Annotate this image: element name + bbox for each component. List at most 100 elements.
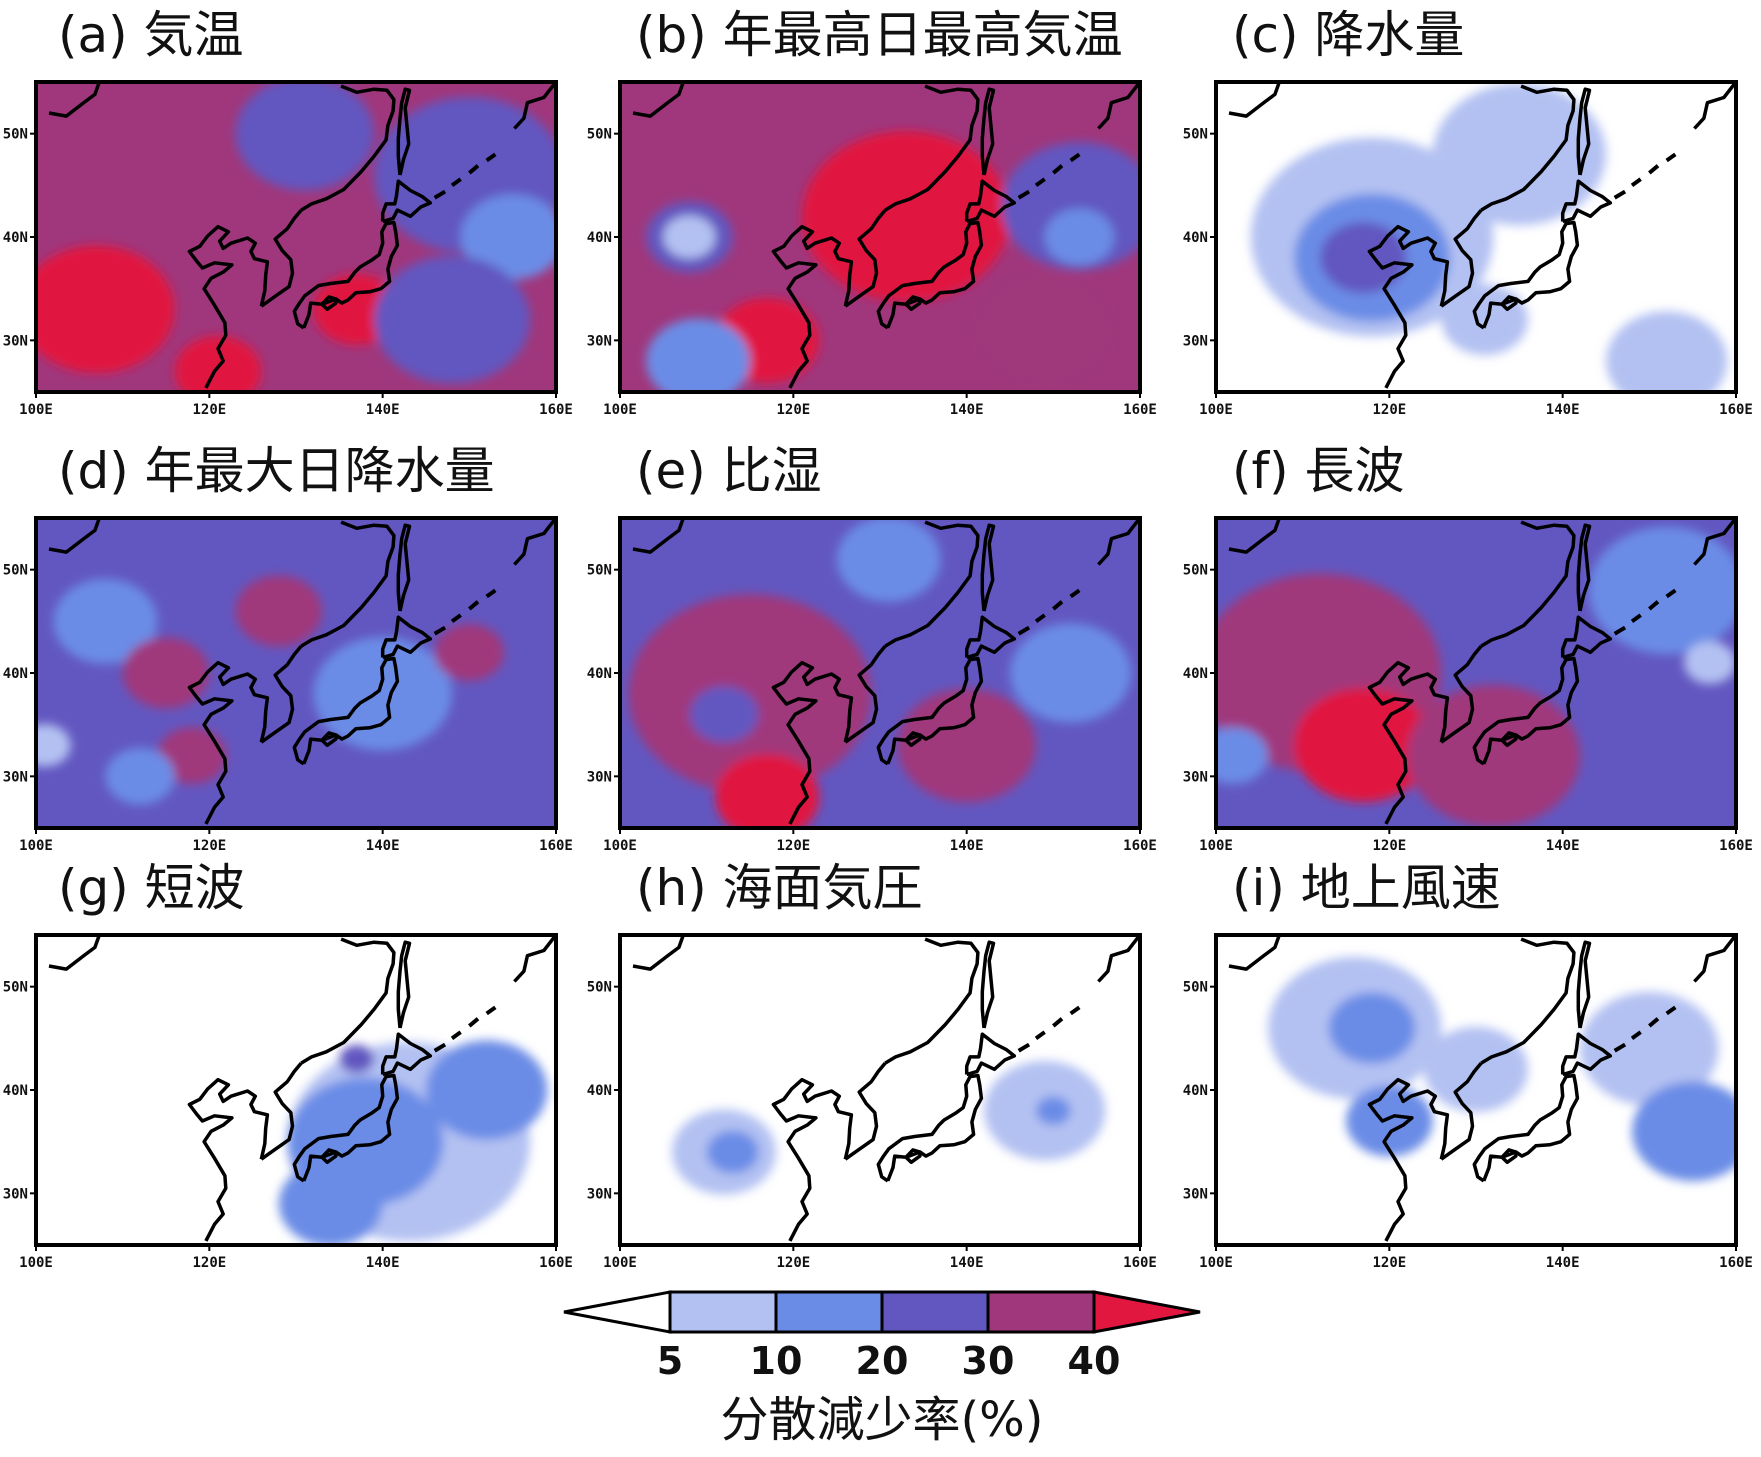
x-axis: 100E 120E 140E 160E [19, 828, 573, 854]
coast-line [1367, 224, 1450, 389]
contour-patch [715, 754, 820, 828]
x-tick-label: 160E [1123, 838, 1157, 854]
coast-line [260, 644, 303, 744]
coast-line [876, 220, 984, 330]
y-tick-label: 30N [3, 769, 28, 785]
coast-line [260, 1061, 303, 1161]
coast-line [1500, 731, 1518, 748]
panel-e: (e) 比湿 100E 120E 140E 160E 50N 40N 30N [587, 442, 1157, 854]
colorbar-tick-label: 10 [750, 1339, 803, 1383]
x-axis: 100E 120E 140E 160E [603, 392, 1157, 418]
y-axis: 50N 40N 30N [3, 127, 36, 349]
y-axis: 50N 40N 30N [587, 127, 620, 349]
coast-line [396, 523, 412, 612]
y-tick-label: 40N [587, 666, 612, 682]
contour-patch [646, 318, 750, 392]
y-tick-label: 50N [587, 127, 612, 143]
kuril-island [1630, 1030, 1642, 1040]
coastline [1228, 82, 1736, 389]
kuril-island [1052, 1017, 1064, 1028]
kuril-island [1648, 600, 1660, 611]
coast-line [632, 518, 685, 554]
coast-line [513, 519, 556, 566]
coast-line [771, 660, 854, 825]
x-tick-label: 120E [776, 1255, 810, 1271]
x-tick-label: 100E [1199, 402, 1233, 418]
kuril-island [1017, 189, 1031, 200]
kuril-island [1630, 613, 1642, 623]
panel-i: (i) 地上風速 100E 120E 140E 160E 50N 40N 30N [1183, 859, 1753, 1271]
coast-line [1097, 83, 1140, 130]
coast-line [320, 1148, 338, 1165]
x-tick-label: 160E [1123, 402, 1157, 418]
contour-patch [1588, 526, 1736, 655]
coast-line [300, 84, 396, 212]
kuril-island [1034, 1030, 1046, 1040]
coastline [1228, 935, 1736, 1242]
kuril-island [450, 613, 462, 623]
x-tick-label: 160E [539, 1255, 573, 1271]
contour-patch [278, 1161, 383, 1245]
y-tick-label: 50N [3, 980, 28, 996]
kuril-island [1613, 625, 1627, 636]
coast-line [632, 935, 685, 971]
coast-line [1693, 519, 1736, 566]
y-axis: 50N 40N 30N [1183, 980, 1216, 1202]
panel-b: (b) 年最高日最高気温 100E 120E 140E 160E 50N 40N 30N [587, 6, 1157, 418]
coast-line [260, 208, 303, 308]
coast-line [1228, 518, 1281, 554]
contour-patch [36, 245, 175, 374]
panel-title: (i) 地上風速 [1232, 859, 1501, 917]
contour-patch [1632, 1081, 1736, 1182]
x-tick-label: 160E [1719, 838, 1753, 854]
y-tick-label: 50N [1183, 563, 1208, 579]
x-tick-label: 140E [950, 838, 984, 854]
y-tick-label: 30N [587, 1186, 612, 1202]
kuril-island [1017, 1042, 1031, 1053]
contour-patch [689, 685, 759, 743]
coast-line [292, 1073, 400, 1183]
x-axis: 100E 120E 140E 160E [19, 392, 573, 418]
panel-c: (c) 降水量 100E 120E 140E 160E 50N 40N 30N [1183, 6, 1753, 418]
kuril-island [450, 1030, 462, 1040]
colorbar-extend-high [1092, 1290, 1201, 1334]
kuril-island [1052, 164, 1064, 175]
coast-line [1440, 644, 1483, 744]
panel-title: (a) 気温 [58, 6, 244, 64]
contour-patch [460, 194, 556, 280]
colorbar-fills [563, 1290, 1201, 1334]
x-axis: 100E 120E 140E 160E [1199, 392, 1753, 418]
x-tick-label: 160E [539, 838, 573, 854]
contour-field [1216, 518, 1736, 828]
kuril-island [433, 625, 447, 636]
y-axis: 50N 40N 30N [3, 980, 36, 1202]
kuril-island [1665, 1005, 1677, 1016]
coast-line [904, 295, 922, 312]
coast-line [1480, 937, 1576, 1065]
coast-line [844, 1061, 887, 1161]
x-axis: 100E 120E 140E 160E [1199, 1245, 1753, 1271]
coast-line [1576, 87, 1592, 176]
x-tick-label: 120E [776, 838, 810, 854]
coast-line [48, 935, 101, 971]
x-tick-label: 100E [603, 402, 637, 418]
panel-a: (a) 気温 100E 120E 140E 160E 50N 40N 30N [3, 6, 573, 418]
y-axis: 50N 40N 30N [1183, 127, 1216, 349]
contour-patch [53, 578, 158, 664]
y-tick-label: 40N [3, 1083, 28, 1099]
y-tick-label: 40N [1183, 666, 1208, 682]
coast-line [1472, 656, 1580, 766]
panel-title: (b) 年最高日最高気温 [636, 6, 1123, 64]
colorbar-segment [774, 1290, 884, 1334]
y-tick-label: 40N [3, 666, 28, 682]
coast-line [48, 82, 101, 118]
x-tick-label: 140E [366, 402, 400, 418]
colorbar-segment [880, 1290, 990, 1334]
y-tick-label: 30N [587, 333, 612, 349]
contour-patch [1009, 623, 1132, 723]
contour-patch [374, 255, 530, 384]
x-tick-label: 140E [366, 1255, 400, 1271]
kuril-island [1034, 613, 1046, 623]
panel-title: (e) 比湿 [636, 442, 822, 500]
kuril-island [1069, 152, 1081, 163]
